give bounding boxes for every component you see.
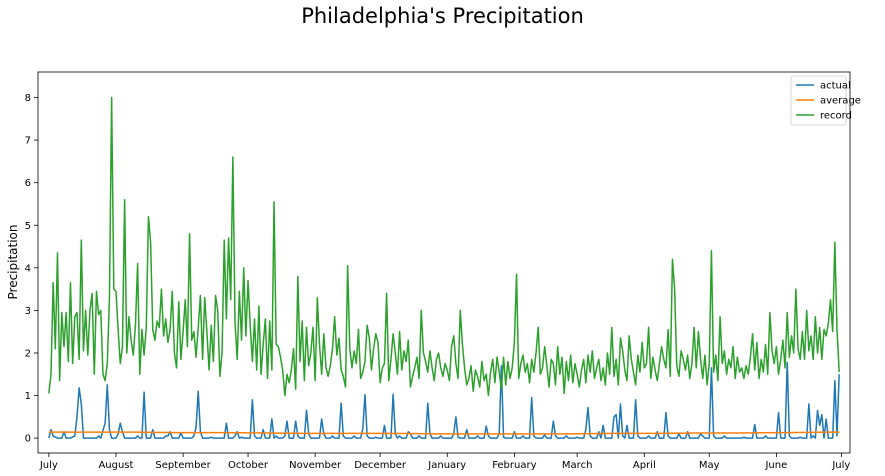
y-tick-label: 2 (25, 348, 31, 359)
legend-label-actual: actual (820, 81, 851, 92)
y-tick-label: 8 (25, 93, 31, 104)
x-tick-label: January (427, 460, 466, 471)
x-tick-label: March (562, 460, 592, 471)
y-tick-label: 7 (25, 136, 31, 147)
plot-frame (37, 71, 851, 454)
x-tick-label: May (699, 460, 720, 471)
x-tick-label: June (764, 460, 787, 471)
x-tick-label: August (98, 460, 133, 471)
y-tick-label: 5 (25, 221, 31, 232)
y-tick-label: 4 (25, 263, 31, 274)
series-line-average (48, 431, 840, 435)
x-axis-ticks: July August September October November Decemb… (39, 453, 850, 471)
series-lines (48, 96, 840, 439)
x-tick-label: July (831, 460, 850, 471)
series-line-actual (48, 361, 840, 439)
legend-label-average: average (820, 96, 861, 107)
y-tick-label: 6 (25, 178, 31, 189)
y-tick-label: 1 (25, 391, 31, 402)
chart-title: Philadelphia's Precipitation (301, 4, 584, 28)
x-tick-label: September (155, 460, 211, 471)
legend-box (790, 75, 847, 126)
x-tick-label: July (39, 460, 58, 471)
y-axis-ticks: 0 1 2 3 4 5 6 7 8 (25, 93, 38, 445)
y-tick-label: 3 (25, 306, 31, 317)
y-tick-label: 0 (25, 434, 31, 445)
x-tick-label: February (492, 460, 536, 471)
x-tick-label: December (354, 460, 407, 471)
x-tick-label: October (228, 460, 269, 471)
y-axis-label: Precipitation (6, 224, 20, 299)
x-tick-label: April (633, 460, 656, 471)
x-tick-label: November (289, 460, 342, 471)
legend: actual average record (790, 75, 861, 126)
legend-label-record: record (820, 111, 852, 122)
series-line-record (48, 96, 840, 397)
